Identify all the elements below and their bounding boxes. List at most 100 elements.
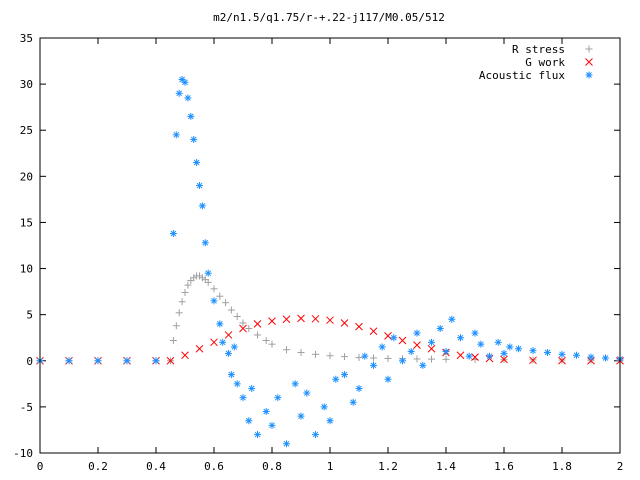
data-point bbox=[254, 331, 261, 339]
data-point bbox=[332, 375, 340, 383]
data-point bbox=[457, 334, 464, 342]
data-point bbox=[506, 343, 514, 351]
data-point bbox=[369, 327, 378, 336]
data-point bbox=[152, 357, 160, 365]
data-point bbox=[268, 340, 276, 348]
data-point bbox=[486, 352, 493, 360]
data-point bbox=[201, 239, 209, 247]
data-point bbox=[239, 324, 247, 333]
x-tick-label: 1 bbox=[327, 460, 334, 473]
data-point bbox=[326, 417, 334, 425]
data-point bbox=[465, 352, 473, 360]
x-tick-label: 1.2 bbox=[378, 460, 398, 473]
data-point bbox=[407, 348, 415, 356]
chart-title: m2/n1.5/q1.75/r-+.22-j117/M0.05/512 bbox=[213, 11, 445, 24]
data-point bbox=[222, 299, 230, 307]
data-point bbox=[268, 421, 276, 429]
data-point bbox=[196, 182, 203, 190]
data-point bbox=[384, 375, 392, 383]
y-tick-label: 35 bbox=[20, 32, 33, 45]
legend-marker bbox=[585, 71, 593, 79]
data-point bbox=[187, 112, 195, 120]
data-point bbox=[326, 352, 334, 360]
data-point bbox=[94, 357, 102, 365]
data-point bbox=[355, 354, 363, 362]
data-point bbox=[210, 297, 218, 305]
data-point bbox=[219, 338, 227, 346]
x-tick-label: 0.4 bbox=[146, 460, 166, 473]
plot-frame bbox=[39, 37, 621, 454]
data-point bbox=[587, 353, 595, 361]
x-tick-label: 0 bbox=[37, 460, 44, 473]
data-point bbox=[193, 159, 201, 166]
data-point bbox=[341, 353, 348, 361]
legend-marker bbox=[585, 45, 593, 53]
data-point bbox=[413, 341, 421, 349]
legend-marker bbox=[585, 58, 593, 66]
data-point bbox=[573, 351, 580, 359]
data-point bbox=[181, 351, 189, 360]
data-point bbox=[282, 315, 291, 324]
data-point bbox=[456, 351, 465, 360]
data-point bbox=[349, 398, 357, 406]
data-point bbox=[123, 357, 131, 365]
data-point bbox=[340, 319, 349, 327]
data-point bbox=[184, 94, 192, 102]
data-point bbox=[297, 314, 305, 323]
data-point bbox=[245, 417, 253, 425]
data-point bbox=[471, 353, 479, 361]
data-point bbox=[283, 440, 290, 448]
data-point bbox=[544, 348, 551, 356]
y-tick-label: 15 bbox=[20, 216, 33, 229]
data-point bbox=[370, 361, 377, 369]
data-point bbox=[378, 343, 386, 351]
data-point bbox=[190, 135, 198, 143]
data-point bbox=[311, 314, 320, 323]
x-tick-label: 1.4 bbox=[436, 460, 456, 473]
data-point bbox=[413, 355, 421, 363]
data-point bbox=[494, 338, 502, 346]
data-point bbox=[204, 278, 212, 286]
legend-label: Acoustic flux bbox=[479, 69, 565, 82]
data-point bbox=[297, 348, 305, 356]
data-point bbox=[210, 285, 218, 293]
data-point bbox=[320, 403, 328, 411]
x-tick-label: 2 bbox=[617, 460, 624, 473]
data-point bbox=[500, 349, 508, 357]
data-point bbox=[230, 343, 238, 351]
data-point bbox=[370, 354, 377, 362]
data-point bbox=[500, 355, 508, 364]
data-point bbox=[413, 329, 421, 337]
data-point bbox=[245, 325, 253, 332]
data-point bbox=[442, 355, 450, 363]
data-point bbox=[239, 394, 247, 402]
data-point bbox=[602, 354, 609, 362]
data-point bbox=[326, 316, 334, 325]
data-point bbox=[471, 329, 479, 337]
y-tick-label: 10 bbox=[20, 263, 33, 276]
data-point bbox=[195, 344, 204, 353]
data-point bbox=[442, 348, 450, 356]
data-point bbox=[233, 380, 241, 388]
data-point bbox=[169, 230, 177, 238]
data-point bbox=[427, 344, 436, 353]
data-point bbox=[166, 356, 175, 365]
data-point bbox=[216, 320, 224, 328]
data-point bbox=[184, 281, 192, 289]
data-point bbox=[248, 384, 256, 392]
data-point bbox=[398, 336, 407, 345]
data-point bbox=[448, 315, 456, 323]
data-point bbox=[239, 319, 247, 327]
data-point bbox=[361, 352, 369, 360]
data-point bbox=[312, 431, 319, 439]
data-point bbox=[268, 317, 276, 325]
data-point bbox=[587, 356, 595, 365]
data-point bbox=[181, 78, 189, 86]
data-point bbox=[341, 371, 348, 379]
data-point bbox=[477, 340, 485, 348]
data-point bbox=[355, 384, 363, 392]
data-point bbox=[175, 309, 183, 317]
legend-label: G work bbox=[525, 56, 565, 69]
